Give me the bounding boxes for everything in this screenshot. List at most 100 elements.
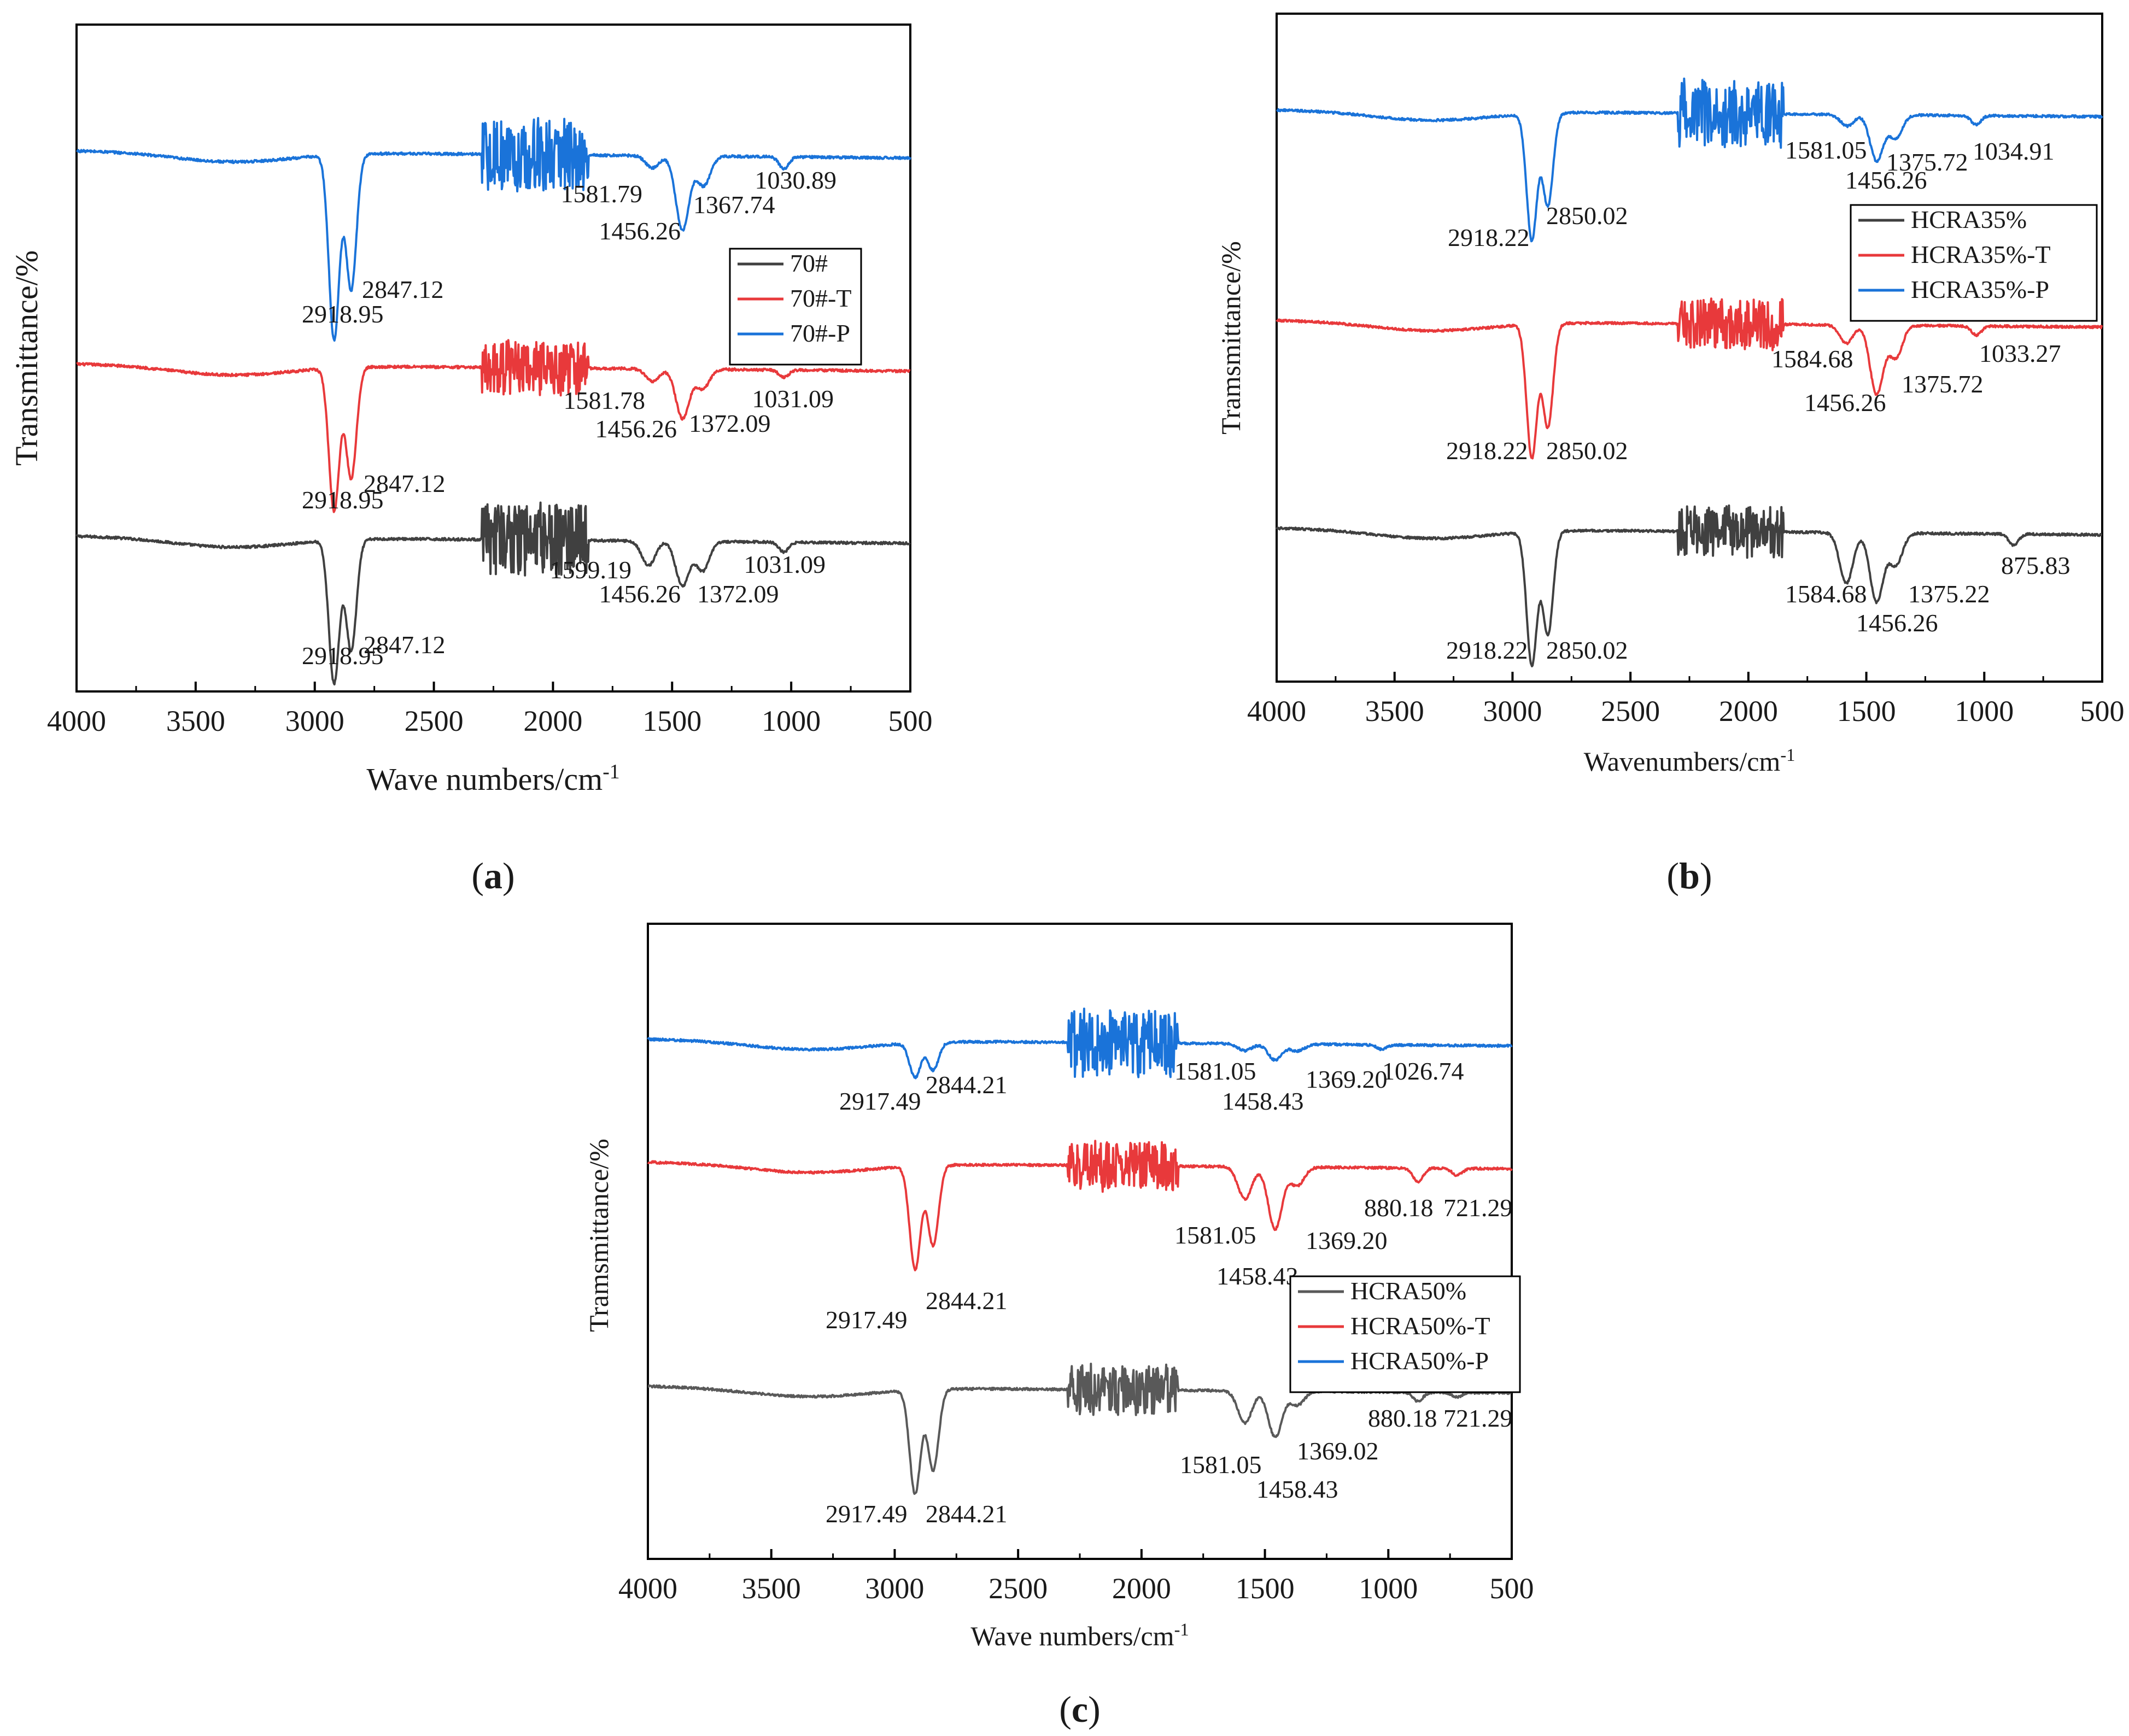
legend-entry: HCRA50%-T [1350,1312,1490,1340]
peak-label: 2917.49 [826,1306,908,1334]
peak-label: 1456.26 [595,415,677,443]
peak-label: 1375.22 [1908,580,1990,608]
peak-label: 1031.09 [744,550,826,578]
x-tick-label: 4000 [618,1572,677,1605]
peak-label: 1031.09 [752,385,834,413]
legend-entry: 70# [790,249,828,277]
peak-label: 1033.27 [1979,339,2061,367]
peak-label: 1372.09 [697,580,779,608]
peak-label: 880.18 [1364,1194,1434,1222]
peak-label: 2847.12 [364,631,446,659]
peak-label: 721.29 [1443,1194,1513,1222]
panel-label: (b) [1666,855,1712,896]
series-line-70#-T [76,339,911,513]
panel-label-open: ( [1059,1688,1072,1730]
peak-label: 1584.68 [1785,580,1867,608]
peak-label: 2847.12 [362,275,444,303]
panel-label-open: ( [1666,855,1679,896]
peak-label: 1458.43 [1256,1475,1338,1503]
x-axis-label-superscript: -1 [603,760,619,783]
panel-label-close: ) [1700,855,1712,896]
chart-panel-b: 4000 3500 3000 2500 2000 1500 1000 500 Wavenumbe… [1215,13,2125,896]
peak-label: 2844.21 [926,1071,1008,1099]
legend-entry: HCRA35%-T [1911,241,2051,268]
x-tick-label: 500 [1490,1572,1534,1605]
x-axis-label: Wavenumbers/cm-1 [1584,746,1795,777]
legend-entry: HCRA35% [1911,206,2027,233]
series-line-HCRA50%-T [647,1140,1513,1271]
x-tick-label: 4000 [1247,695,1306,728]
peak-label: 2844.21 [926,1500,1008,1528]
x-tick-label: 1500 [1236,1572,1295,1605]
peak-label: 1026.74 [1382,1057,1464,1085]
peak-label: 1369.02 [1297,1437,1379,1465]
x-tick-label: 2500 [405,705,464,737]
x-tick-label: 1000 [1955,695,2014,728]
peak-label: 2850.02 [1546,202,1628,230]
peak-label: 721.29 [1443,1404,1513,1432]
x-tick-label: 500 [888,705,933,737]
peak-label: 2918.22 [1446,437,1528,465]
x-tick-label: 2500 [989,1572,1048,1605]
x-axis-label: Wave numbers/cm-1 [366,760,619,797]
panel-label: (a) [471,855,514,896]
x-tick-label: 3000 [285,705,344,737]
panel-label-letter: c [1072,1688,1088,1730]
peak-label: 1599.19 [550,556,632,584]
peak-label: 2850.02 [1546,437,1628,465]
peak-label: 1367.74 [693,191,775,219]
x-axis-label: Wave numbers/cm-1 [970,1620,1189,1651]
peak-label: 2918.95 [302,486,384,514]
peak-label: 1458.43 [1222,1087,1304,1115]
peak-label: 1581.05 [1180,1451,1262,1479]
legend-entry: 70#-T [790,284,851,312]
x-tick-label: 2000 [523,705,582,737]
series-line-70#-P [76,117,911,342]
peak-label: 2917.49 [826,1500,908,1528]
peak-label: 1034.91 [1973,137,2055,165]
x-tick-label: 2000 [1112,1572,1171,1605]
peak-label: 1369.20 [1306,1227,1388,1254]
peak-label: 1372.09 [689,409,771,437]
panel-label: (c) [1059,1688,1101,1730]
legend-box [1289,1275,1521,1393]
y-axis-label: Tramsmittance/% [1215,241,1246,435]
x-tick-label: 2000 [1719,695,1778,728]
peak-label: 1456.26 [1804,389,1886,417]
panel-label-close: ) [1088,1688,1101,1730]
x-axis-label-superscript: -1 [1780,746,1795,765]
peak-label: 2918.95 [302,642,384,670]
peak-label: 1375.72 [1886,148,1968,176]
peak-label: 1584.68 [1771,345,1853,373]
x-tick-label: 3000 [1483,695,1542,728]
peak-label: 1369.20 [1306,1065,1388,1093]
peak-label: 1458.43 [1216,1262,1299,1290]
x-tick-label: 1000 [1359,1572,1418,1605]
x-tick-label: 4000 [47,705,106,737]
legend-box [1850,204,2098,322]
legend-entry: HCRA50% [1350,1277,1466,1305]
peak-label: 2917.49 [839,1087,921,1115]
x-tick-label: 1000 [762,705,821,737]
series-line-HCRA35%-T [1276,297,2103,460]
peak-label: 1375.72 [1902,370,1984,398]
x-tick-label: 3000 [865,1572,924,1605]
legend-entry: HCRA35%-P [1911,275,2049,303]
x-axis-label-superscript: -1 [1174,1620,1189,1640]
panel-label-letter: a [484,855,502,896]
panel-label-letter: b [1679,855,1700,896]
peak-label: 1581.79 [561,180,643,208]
peak-label: 1581.05 [1785,136,1867,164]
legend-entry: HCRA50%-P [1350,1347,1489,1375]
peak-label: 1456.26 [599,217,681,245]
x-tick-label: 1500 [642,705,701,737]
panel-label-close: ) [502,855,515,896]
chart-panel-c: 4000 3500 3000 2500 2000 1500 1000 500 Wave numb… [583,923,1534,1730]
legend-box [729,248,862,366]
x-tick-label: 500 [2080,695,2125,728]
x-tick-label: 3500 [742,1572,801,1605]
y-axis-label: Transmittance/% [9,250,44,466]
series-line-HCRA50%-P [647,1007,1513,1080]
chart-panel-a: 4000 3500 3000 2500 2000 1500 1000 500 Wave numb… [9,24,933,896]
